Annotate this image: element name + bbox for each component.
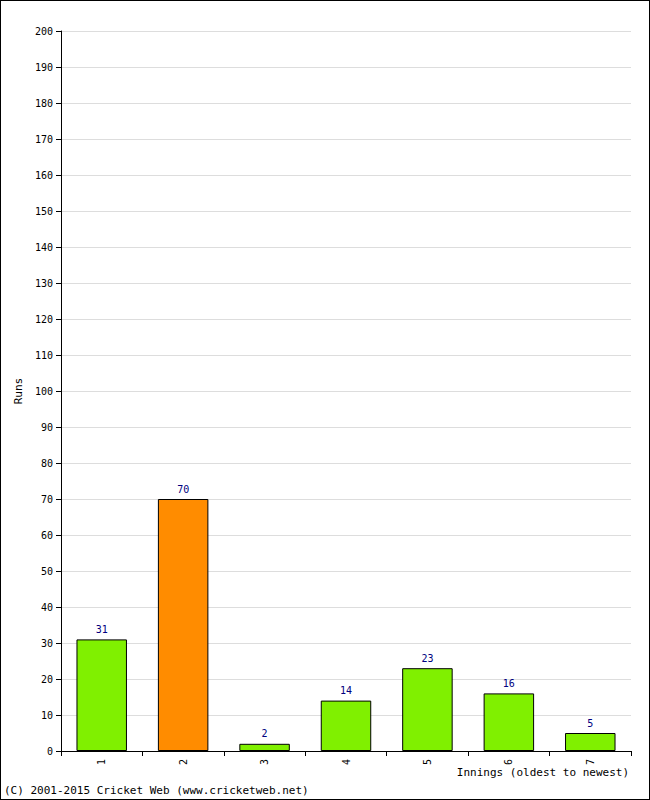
svg-text:180: 180 [35, 98, 53, 109]
svg-text:1: 1 [96, 759, 107, 765]
svg-text:110: 110 [35, 350, 53, 361]
svg-text:6: 6 [503, 759, 514, 765]
svg-text:200: 200 [35, 26, 53, 37]
svg-text:80: 80 [41, 458, 53, 469]
svg-text:160: 160 [35, 170, 53, 181]
svg-text:23: 23 [421, 653, 433, 664]
svg-text:60: 60 [41, 530, 53, 541]
svg-text:5: 5 [587, 718, 593, 729]
svg-text:50: 50 [41, 566, 53, 577]
svg-text:7: 7 [585, 759, 596, 765]
svg-text:(C) 2001-2015 Cricket Web (www: (C) 2001-2015 Cricket Web (www.cricketwe… [4, 784, 309, 797]
svg-text:Innings (oldest to newest): Innings (oldest to newest) [457, 766, 629, 779]
svg-text:130: 130 [35, 278, 53, 289]
svg-text:Runs: Runs [12, 378, 25, 405]
svg-text:31: 31 [96, 624, 108, 635]
svg-text:120: 120 [35, 314, 53, 325]
svg-text:70: 70 [177, 484, 189, 495]
svg-text:100: 100 [35, 386, 53, 397]
svg-text:16: 16 [503, 678, 515, 689]
svg-text:5: 5 [422, 759, 433, 765]
svg-text:40: 40 [41, 602, 53, 613]
svg-text:150: 150 [35, 206, 53, 217]
svg-text:14: 14 [340, 685, 352, 696]
svg-text:0: 0 [47, 746, 53, 757]
svg-text:70: 70 [41, 494, 53, 505]
svg-text:4: 4 [341, 759, 352, 765]
svg-text:170: 170 [35, 134, 53, 145]
svg-text:2: 2 [178, 759, 189, 765]
svg-text:10: 10 [41, 710, 53, 721]
svg-text:30: 30 [41, 638, 53, 649]
svg-text:2: 2 [262, 728, 268, 739]
svg-text:20: 20 [41, 674, 53, 685]
svg-text:3: 3 [259, 759, 270, 765]
svg-text:140: 140 [35, 242, 53, 253]
svg-text:90: 90 [41, 422, 53, 433]
svg-text:190: 190 [35, 62, 53, 73]
